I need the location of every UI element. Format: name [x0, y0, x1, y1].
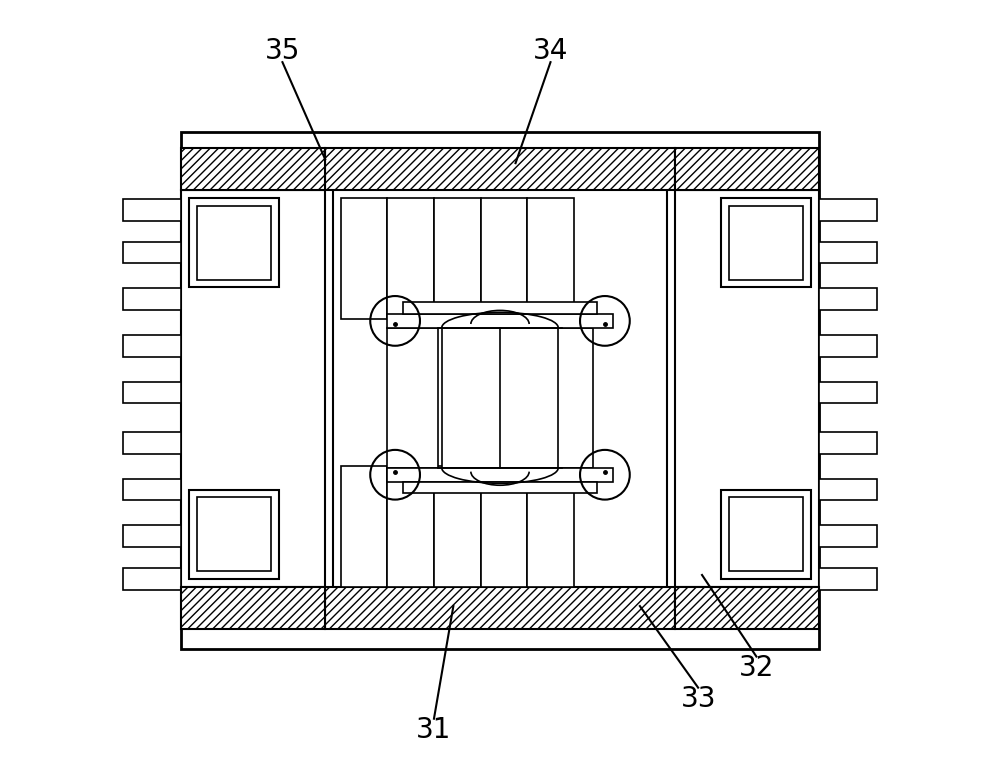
Bar	[181, 587, 325, 629]
Bar	[341, 198, 387, 319]
Bar	[123, 568, 181, 590]
Bar	[819, 525, 877, 547]
Bar	[481, 466, 527, 587]
Bar	[819, 335, 877, 357]
Bar	[819, 242, 877, 263]
Bar	[181, 132, 819, 649]
Bar	[819, 288, 877, 310]
Bar	[721, 198, 811, 287]
Bar	[197, 497, 271, 571]
Bar	[123, 382, 181, 403]
Bar	[729, 497, 803, 571]
Bar	[325, 587, 675, 629]
Bar	[341, 466, 387, 587]
Bar	[181, 190, 325, 587]
Bar	[123, 242, 181, 263]
Bar	[819, 432, 877, 454]
Bar	[819, 479, 877, 500]
Bar	[434, 466, 481, 587]
Bar	[434, 198, 481, 319]
Bar	[387, 198, 434, 319]
Bar	[189, 198, 279, 287]
Bar	[675, 148, 819, 190]
Bar	[123, 288, 181, 310]
Text: 31: 31	[416, 716, 452, 744]
Bar	[325, 148, 675, 190]
Bar	[123, 335, 181, 357]
Bar	[123, 199, 181, 221]
Bar	[729, 206, 803, 280]
Bar	[675, 587, 819, 629]
Text: 35: 35	[265, 37, 300, 64]
Bar	[721, 490, 811, 579]
Bar	[403, 302, 597, 314]
Bar	[387, 314, 613, 328]
Text: 32: 32	[739, 654, 774, 682]
Bar	[333, 159, 667, 622]
Bar	[387, 468, 613, 482]
Text: 34: 34	[533, 37, 568, 64]
Bar	[675, 190, 819, 587]
Bar	[819, 382, 877, 403]
Text: 33: 33	[680, 685, 716, 713]
Bar	[819, 568, 877, 590]
Bar	[189, 490, 279, 579]
Bar	[181, 148, 325, 190]
Bar	[543, 328, 593, 468]
Bar	[387, 466, 434, 587]
Bar	[481, 198, 527, 319]
Bar	[442, 328, 558, 468]
Bar	[123, 525, 181, 547]
Bar	[527, 466, 574, 587]
Bar	[197, 206, 271, 280]
Bar	[123, 479, 181, 500]
Bar	[387, 328, 438, 468]
Bar	[819, 199, 877, 221]
Bar	[123, 432, 181, 454]
Bar	[403, 482, 597, 493]
Bar	[527, 198, 574, 319]
